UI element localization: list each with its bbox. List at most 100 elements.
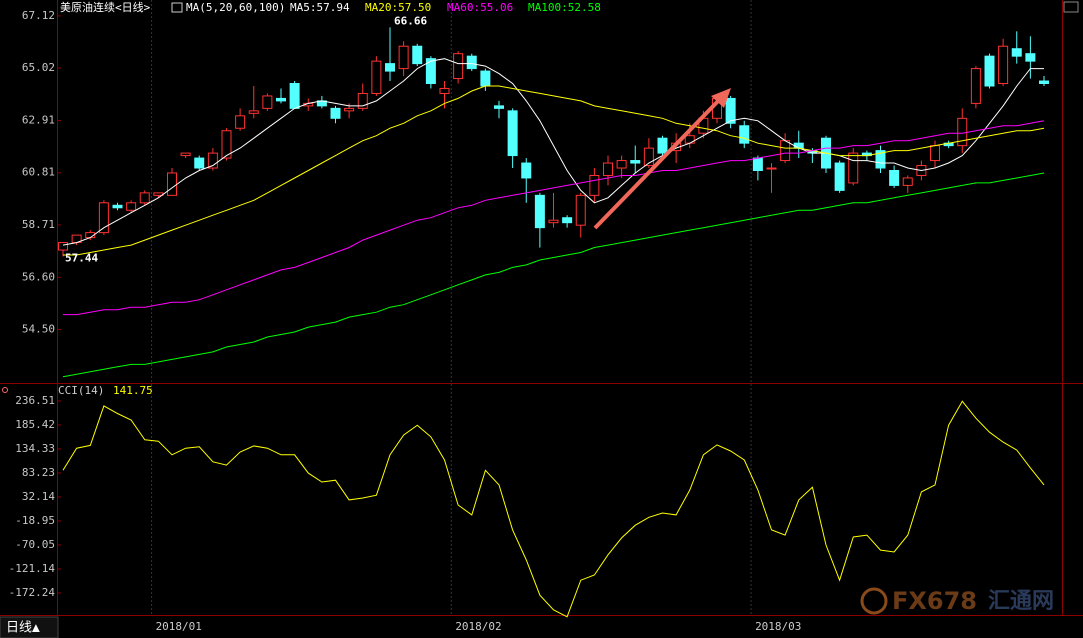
ma-line xyxy=(62,172,1045,378)
y-tick-label: 134.33 xyxy=(15,442,55,455)
candle-body xyxy=(507,110,518,157)
period-tab[interactable] xyxy=(0,616,59,638)
candle-body xyxy=(902,177,913,186)
candle-body xyxy=(425,58,436,85)
candle-body xyxy=(589,174,600,196)
candle-body xyxy=(276,97,286,102)
panel-icon xyxy=(2,387,8,393)
y-tick-label: 67.12 xyxy=(22,9,55,22)
candle-body xyxy=(1025,53,1036,62)
candle-body xyxy=(889,169,900,186)
candle-body xyxy=(1011,48,1022,57)
candle-body xyxy=(180,152,191,157)
candle-body xyxy=(780,140,791,162)
candle-body xyxy=(1039,80,1049,85)
y-tick-label: 65.02 xyxy=(22,61,55,74)
frame xyxy=(0,0,1083,616)
x-tick-label: 2018/01 xyxy=(156,620,202,633)
legend-entry: MA60:55.06 xyxy=(447,1,513,14)
candle-body xyxy=(548,219,559,224)
candle-body xyxy=(466,55,477,70)
candle-body xyxy=(235,115,246,129)
arrow-shaft xyxy=(593,95,724,230)
candle-body xyxy=(725,97,736,124)
candle-body xyxy=(739,125,750,144)
candle-body xyxy=(984,55,995,87)
ma-line xyxy=(63,120,1045,316)
arrow-head xyxy=(711,88,731,108)
candle-body xyxy=(412,45,423,65)
candle-body xyxy=(793,142,804,149)
legend-entry: MA100:52.58 xyxy=(528,1,601,14)
candle-body xyxy=(766,167,777,170)
candle-body xyxy=(248,110,259,114)
candle-body xyxy=(139,192,150,204)
candle-body xyxy=(616,160,627,169)
window-icon[interactable] xyxy=(1063,1,1079,13)
cci-title: CCI(14) xyxy=(58,384,104,397)
candle-body xyxy=(371,60,382,94)
candle-body xyxy=(534,194,545,229)
candle-body xyxy=(398,45,409,70)
y-tick-label: -172.24 xyxy=(9,586,56,599)
y-tick-label: 83.23 xyxy=(22,466,55,479)
watermark-cn: 汇通网 xyxy=(988,589,1054,614)
y-tick-label: 32.14 xyxy=(22,490,55,503)
candle-body xyxy=(834,162,845,191)
ma-line xyxy=(63,85,1045,256)
candle-body xyxy=(330,107,341,119)
candle-body xyxy=(221,130,232,159)
candle-body xyxy=(344,107,355,112)
cci-value: 141.75 xyxy=(113,384,153,397)
candle-body xyxy=(657,137,668,154)
candle-body xyxy=(98,202,109,234)
candle-body xyxy=(875,150,886,169)
indicator: MA(5,20,60,100) xyxy=(186,1,285,14)
candle-body xyxy=(521,162,532,179)
plot: 54.50 56.60 58.71 60.81 62.91 65.02 67.12 2018/… xyxy=(9,0,1049,633)
candle-body xyxy=(453,53,464,80)
indicator-icon xyxy=(171,2,183,13)
candle-body xyxy=(998,45,1009,85)
y-tick-label: 56.60 xyxy=(22,270,55,283)
candle-body xyxy=(385,63,395,72)
x-tick-label: 2018/03 xyxy=(755,620,801,633)
candle-body xyxy=(480,70,491,87)
candle-body xyxy=(439,87,450,94)
candle-body xyxy=(262,95,273,109)
candle-body xyxy=(752,157,763,171)
ma-line xyxy=(62,58,1044,246)
candle-body xyxy=(126,202,137,211)
candle-body xyxy=(575,194,586,226)
candle-body xyxy=(357,92,368,109)
candle-body xyxy=(194,157,205,169)
period-tab-label[interactable]: 日线▲ xyxy=(6,621,40,636)
candle-body xyxy=(289,83,300,109)
candle-body xyxy=(603,162,613,176)
candle-body xyxy=(167,172,177,196)
y-tick-label: 58.71 xyxy=(22,218,55,231)
candle-body xyxy=(58,242,68,251)
y-tick-label: 60.81 xyxy=(22,166,55,179)
candle-body xyxy=(207,152,218,169)
y-tick-label: -121.14 xyxy=(9,562,56,575)
y-tick-label: 185.42 xyxy=(15,418,55,431)
y-tick-label: 54.50 xyxy=(22,323,55,336)
chart-title: 美原油连续<日线> xyxy=(60,0,151,14)
legend-entry: MA5:57.94 xyxy=(290,1,350,14)
cci-line xyxy=(62,400,1045,618)
candle-body xyxy=(494,105,504,109)
y-tick-label: -18.95 xyxy=(15,514,55,527)
candle-body xyxy=(643,147,654,167)
y-tick-label: -70.05 xyxy=(15,538,55,551)
candle-body xyxy=(562,217,573,224)
annotation-arrow xyxy=(593,88,731,230)
candle-body xyxy=(930,145,940,162)
x-tick-label: 2018/02 xyxy=(455,620,501,633)
y-tick-label: 236.51 xyxy=(15,394,55,407)
watermark: FX678 xyxy=(892,587,977,615)
legend-entry: MA20:57.50 xyxy=(365,1,431,14)
